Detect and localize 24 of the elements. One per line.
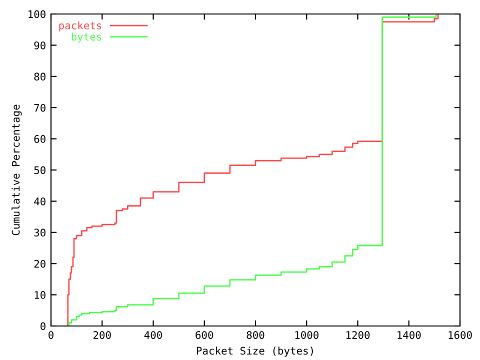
y-tick-label: 20 xyxy=(34,260,46,268)
x-tick-label: 1600 xyxy=(448,331,472,339)
legend-label: bytes xyxy=(72,32,102,43)
y-tick-label: 60 xyxy=(34,135,46,143)
y-tick-label: 100 xyxy=(28,10,46,18)
x-tick-label: 1000 xyxy=(295,331,318,339)
y-tick-label: 70 xyxy=(34,104,46,112)
x-tick-label: 200 xyxy=(93,331,111,339)
x-tick-label: 600 xyxy=(196,331,214,339)
y-tick-label: 50 xyxy=(34,166,46,174)
x-tick-label: 1400 xyxy=(398,331,421,339)
y-tick-label: 80 xyxy=(34,72,46,81)
x-tick-label: 800 xyxy=(246,331,264,339)
y-tick-label: 90 xyxy=(34,41,46,50)
x-axis-title: Packet Size (bytes) xyxy=(196,346,313,357)
x-tick-label: 0 xyxy=(48,331,54,339)
y-axis-title: Cumulative Percentage xyxy=(12,104,22,236)
legend-label: packets xyxy=(59,21,102,32)
y-tick-label: 40 xyxy=(34,197,46,206)
x-tick-label: 1200 xyxy=(346,331,370,339)
y-tick-label: 10 xyxy=(34,291,46,299)
y-tick-label: 0 xyxy=(40,322,46,330)
x-tick-label: 400 xyxy=(144,331,162,339)
y-tick-label: 30 xyxy=(34,228,46,237)
